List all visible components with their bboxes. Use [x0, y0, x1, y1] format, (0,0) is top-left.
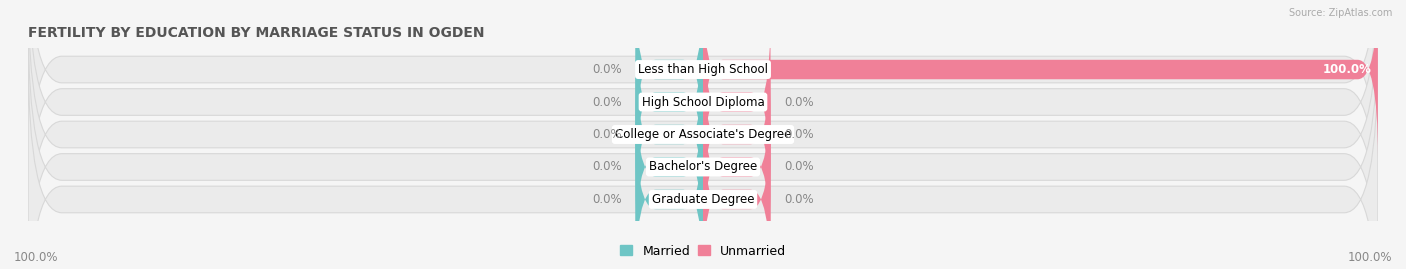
FancyBboxPatch shape: [28, 50, 1378, 269]
Text: 0.0%: 0.0%: [592, 161, 621, 174]
FancyBboxPatch shape: [703, 47, 770, 222]
FancyBboxPatch shape: [636, 47, 703, 222]
Text: High School Diploma: High School Diploma: [641, 95, 765, 108]
Text: FERTILITY BY EDUCATION BY MARRIAGE STATUS IN OGDEN: FERTILITY BY EDUCATION BY MARRIAGE STATU…: [28, 26, 485, 40]
Text: 0.0%: 0.0%: [592, 95, 621, 108]
FancyBboxPatch shape: [636, 0, 703, 157]
Text: 0.0%: 0.0%: [592, 193, 621, 206]
Text: College or Associate's Degree: College or Associate's Degree: [614, 128, 792, 141]
FancyBboxPatch shape: [28, 0, 1378, 219]
FancyBboxPatch shape: [703, 112, 770, 269]
Text: Bachelor's Degree: Bachelor's Degree: [650, 161, 756, 174]
Text: 100.0%: 100.0%: [14, 251, 59, 264]
Legend: Married, Unmarried: Married, Unmarried: [614, 239, 792, 263]
Text: 0.0%: 0.0%: [785, 128, 814, 141]
Text: Source: ZipAtlas.com: Source: ZipAtlas.com: [1288, 8, 1392, 18]
Text: 0.0%: 0.0%: [592, 63, 621, 76]
Text: 0.0%: 0.0%: [592, 128, 621, 141]
Text: Graduate Degree: Graduate Degree: [652, 193, 754, 206]
FancyBboxPatch shape: [703, 0, 1378, 157]
Text: 0.0%: 0.0%: [785, 193, 814, 206]
FancyBboxPatch shape: [28, 18, 1378, 269]
FancyBboxPatch shape: [703, 79, 770, 255]
FancyBboxPatch shape: [28, 0, 1378, 251]
FancyBboxPatch shape: [703, 14, 770, 190]
FancyBboxPatch shape: [636, 79, 703, 255]
Text: 0.0%: 0.0%: [785, 95, 814, 108]
FancyBboxPatch shape: [28, 0, 1378, 269]
Text: 0.0%: 0.0%: [785, 161, 814, 174]
Text: 100.0%: 100.0%: [1322, 63, 1371, 76]
Text: 100.0%: 100.0%: [1347, 251, 1392, 264]
Text: Less than High School: Less than High School: [638, 63, 768, 76]
FancyBboxPatch shape: [636, 14, 703, 190]
FancyBboxPatch shape: [636, 112, 703, 269]
